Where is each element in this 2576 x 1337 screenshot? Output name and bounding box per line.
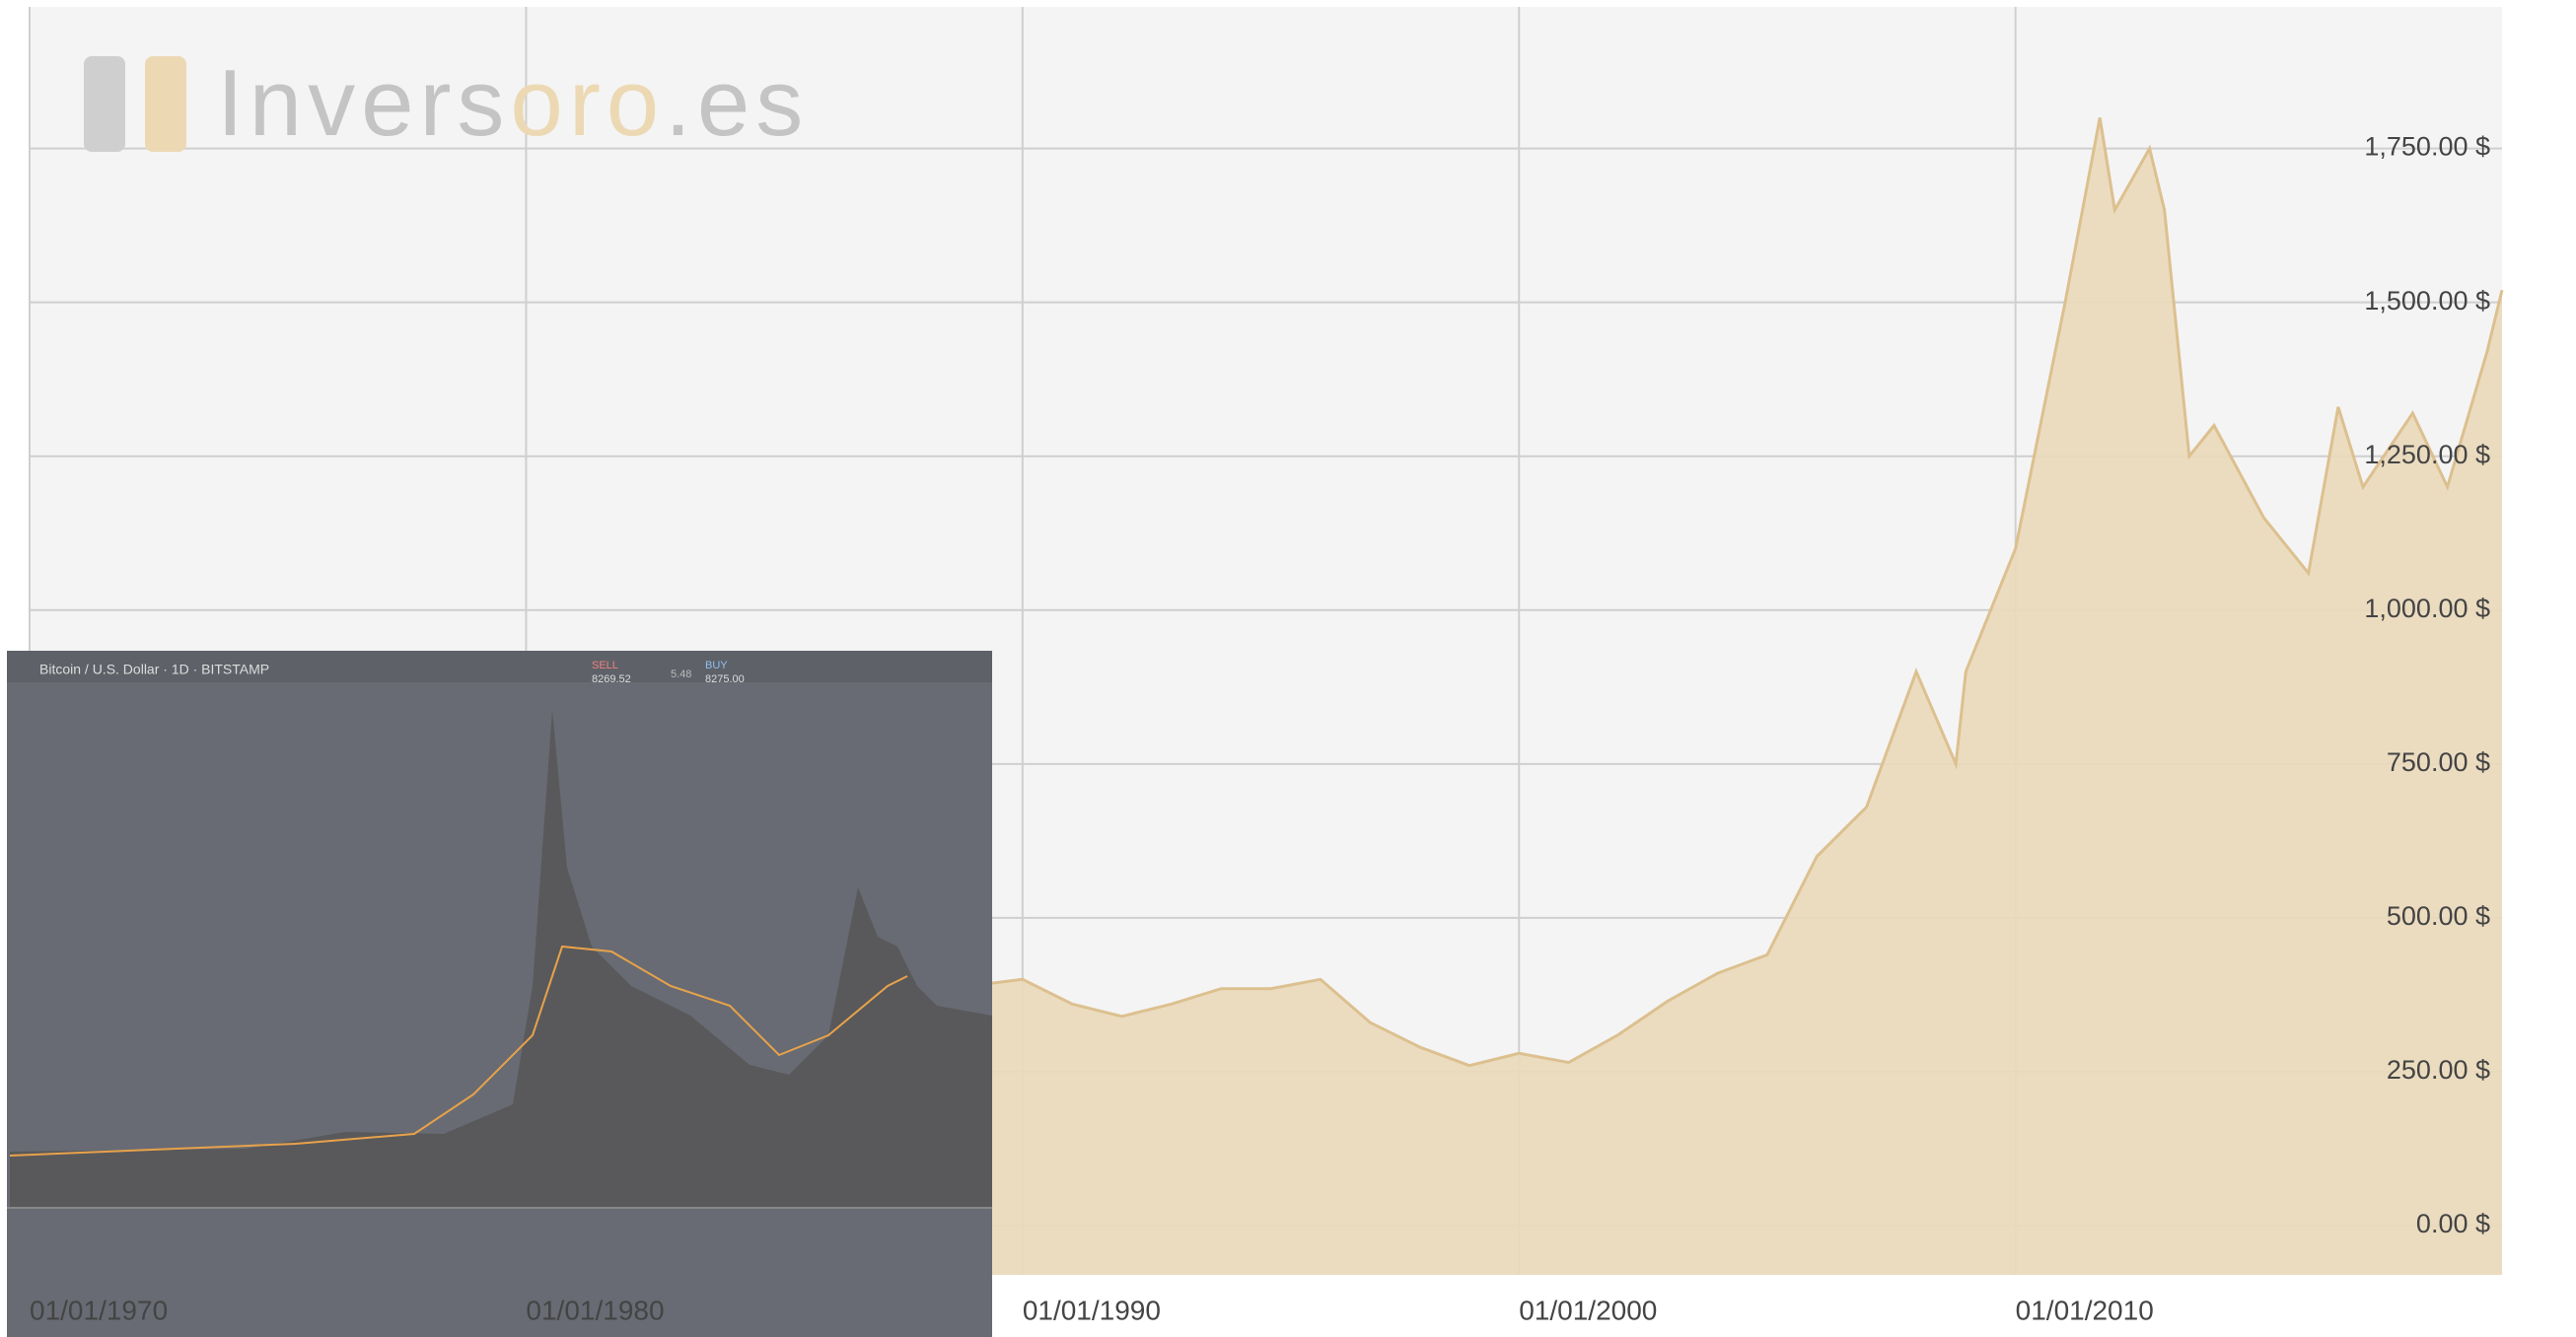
overlay-panel bbox=[7, 651, 992, 1337]
x-tick-label: 01/01/1970 bbox=[30, 1295, 168, 1325]
overlay-toolbar bbox=[7, 651, 992, 682]
overlay-title: Bitcoin / U.S. Dollar · 1D · BITSTAMP bbox=[39, 662, 269, 677]
overlay-screenshot: Bitcoin / U.S. Dollar · 1D · BITSTAMP SE… bbox=[7, 651, 992, 1337]
overlay-decoration bbox=[9, 945, 908, 1157]
logo-part: oro bbox=[510, 50, 665, 156]
x-tick-label: 01/01/1990 bbox=[1023, 1295, 1161, 1325]
y-tick-label: 1,500.00 $ bbox=[2364, 286, 2490, 316]
y-tick-label: 1,250.00 $ bbox=[2364, 440, 2490, 469]
x-tick-label: 01/01/2000 bbox=[1519, 1295, 1657, 1325]
y-tick-label: 250.00 $ bbox=[2387, 1055, 2490, 1085]
logo-text: Inversoro.es bbox=[217, 50, 809, 156]
overlay-decoration bbox=[10, 710, 992, 1208]
logo-icon-silver bbox=[84, 56, 125, 152]
logo: Inversoro.es bbox=[84, 50, 809, 156]
y-tick-label: 750.00 $ bbox=[2387, 747, 2490, 777]
logo-part: Invers bbox=[217, 50, 510, 156]
y-tick-label: 1,000.00 $ bbox=[2364, 594, 2490, 623]
logo-icon-gold bbox=[145, 56, 186, 152]
overlay-sell-price: 8269.52 bbox=[592, 673, 631, 685]
y-tick-label: 500.00 $ bbox=[2387, 901, 2490, 931]
y-tick-label: 1,750.00 $ bbox=[2364, 132, 2490, 162]
overlay-spread: 5.48 bbox=[671, 668, 691, 680]
x-tick-label: 01/01/1980 bbox=[526, 1295, 664, 1325]
y-tick-label: 0.00 $ bbox=[2416, 1209, 2490, 1238]
logo-part: .es bbox=[665, 50, 809, 156]
overlay-buy-price: 8275.00 bbox=[705, 673, 745, 685]
overlay-sell-label: SELL bbox=[592, 660, 618, 671]
x-tick-label: 01/01/2010 bbox=[2016, 1295, 2154, 1325]
overlay-buy-label: BUY bbox=[705, 660, 728, 671]
